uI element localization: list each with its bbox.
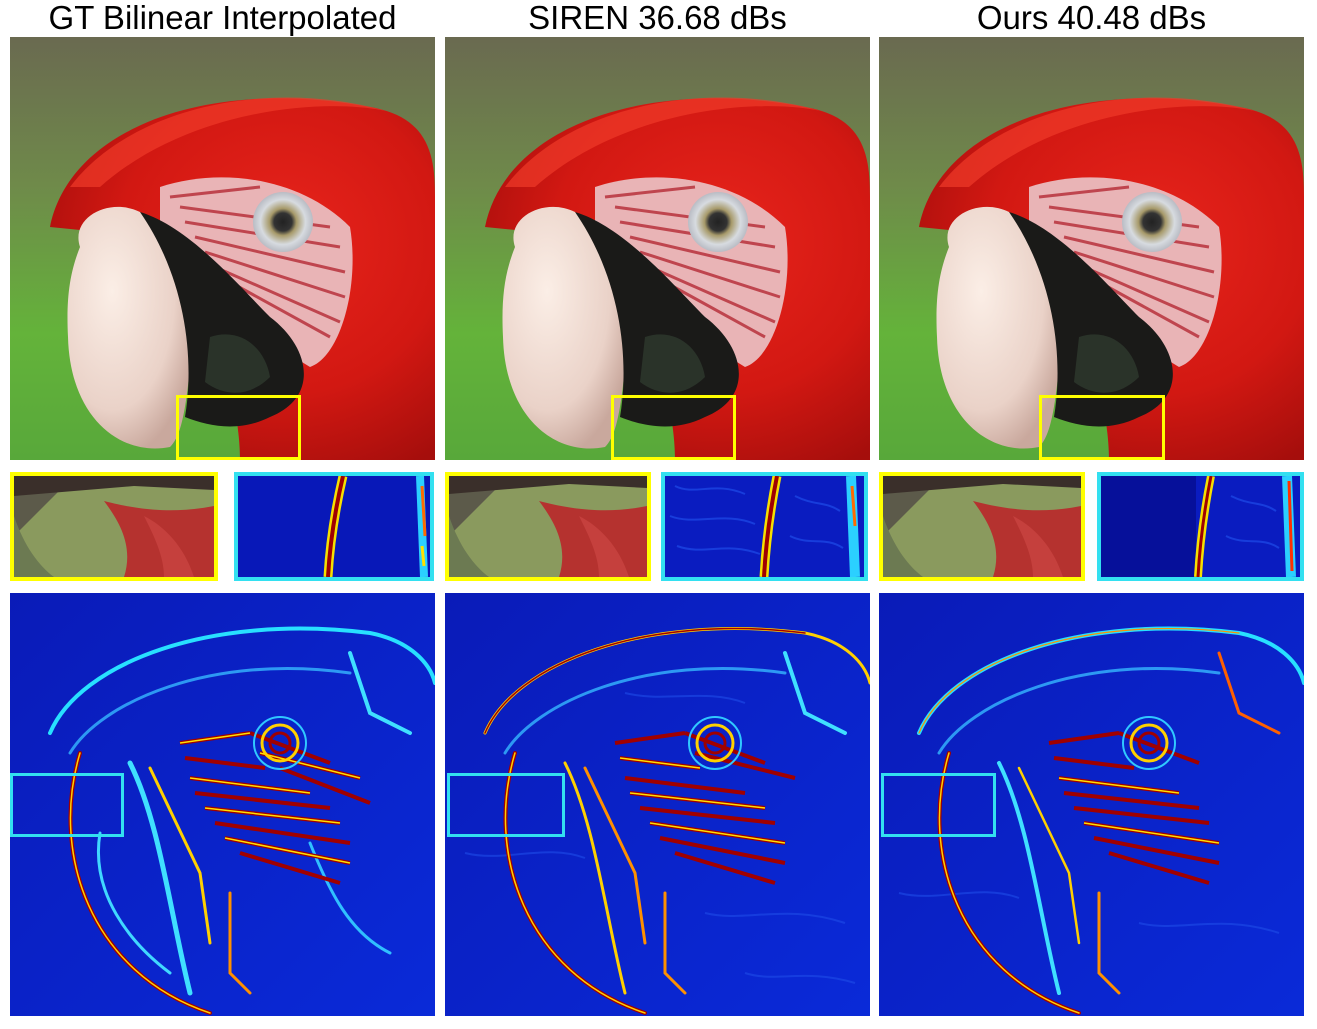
column-title-siren: SIREN 36.68 dBs — [528, 0, 787, 36]
zoom-region-yellow — [1039, 395, 1165, 460]
zoom-crop-image-siren — [445, 472, 651, 581]
zoom-crop-error-ours — [1097, 472, 1304, 581]
zoom-region-yellow — [176, 395, 301, 460]
zoom-crop-image-ours — [879, 472, 1085, 581]
zoom-region-yellow — [611, 395, 736, 460]
parrot-image-gt — [10, 37, 435, 460]
column-title-ours: Ours 40.48 dBs — [976, 0, 1207, 36]
zoom-region-cyan — [881, 773, 996, 837]
zoom-crop-image-gt — [10, 472, 218, 581]
zoom-crop-error-gt — [234, 472, 434, 581]
error-heatmap-gt — [10, 593, 435, 1016]
parrot-image-ours — [879, 37, 1304, 460]
error-heatmap-siren — [445, 593, 870, 1016]
error-heatmap-ours — [879, 593, 1304, 1016]
zoom-region-cyan — [447, 773, 565, 837]
parrot-image-siren — [445, 37, 870, 460]
column-title-gt: GT Bilinear Interpolated — [48, 0, 397, 36]
zoom-region-cyan — [10, 773, 124, 837]
zoom-crop-error-siren — [661, 472, 868, 581]
